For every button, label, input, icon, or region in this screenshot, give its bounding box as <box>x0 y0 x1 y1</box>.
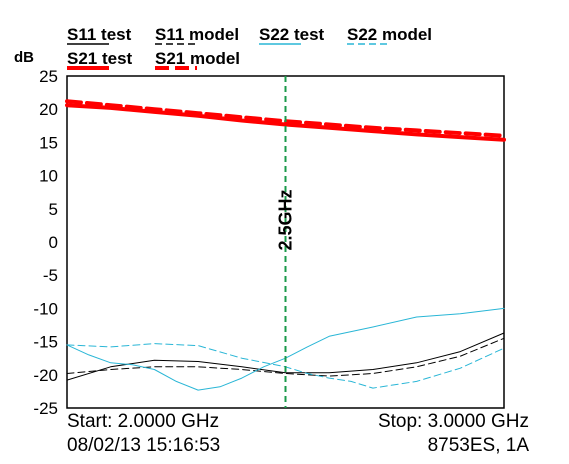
timestamp: 08/02/13 15:16:53 <box>67 435 220 456</box>
y-tick-label: -20 <box>33 366 58 385</box>
stop-frequency: Stop: 3.0000 GHz <box>378 411 529 432</box>
y-tick-label: 25 <box>39 67 58 86</box>
marker-label: 2.5GHz <box>276 189 296 250</box>
series-line-s22-test <box>66 307 505 391</box>
y-tick-label: -25 <box>33 399 58 418</box>
series-line-s11-model <box>66 337 505 377</box>
y-tick-label: 0 <box>49 233 58 252</box>
legend-label-s21-test: S21 test <box>67 49 133 68</box>
legend-label-s22-model: S22 model <box>347 25 432 44</box>
y-tick-labels: 25 20 15 10 5 0 -5 -10 -15 -20 -25 <box>33 67 58 418</box>
legend-label-s11-model: S11 model <box>155 25 239 44</box>
legend-label-s22-test: S22 test <box>259 25 325 44</box>
legend-label-s21-model: S21 model <box>155 49 240 68</box>
y-tick-label: -5 <box>43 266 58 285</box>
instrument-id: 8753ES, 1A <box>428 435 530 456</box>
y-axis-unit-label: dB <box>14 49 34 66</box>
legend: S11 test S11 model S22 test S22 model S21 te… <box>67 25 432 70</box>
y-tick-label: -10 <box>33 299 58 318</box>
series-line-s11-test <box>66 332 505 381</box>
legend-label-s11-test: S11 test <box>67 25 132 44</box>
y-tick-label: -15 <box>33 333 58 352</box>
y-tick-label: 15 <box>39 133 58 152</box>
series-line-s21-test <box>65 103 506 142</box>
y-tick-label: 5 <box>49 200 58 219</box>
start-frequency: Start: 2.0000 GHz <box>67 411 219 432</box>
y-tick-label: 20 <box>39 100 58 119</box>
y-tick-label: 10 <box>39 167 58 186</box>
series-line-s22-model <box>66 343 505 389</box>
